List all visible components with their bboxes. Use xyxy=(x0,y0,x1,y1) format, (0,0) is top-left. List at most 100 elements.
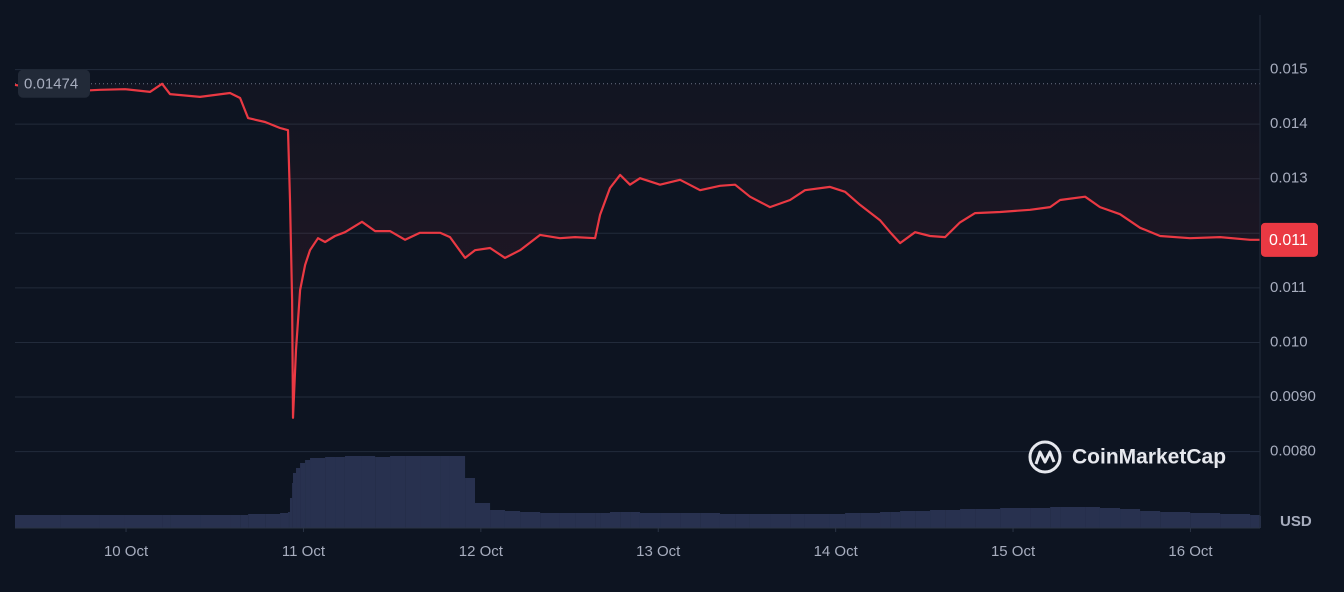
price-line xyxy=(14,82,1260,419)
volume-bar xyxy=(99,515,125,528)
last-badge xyxy=(1261,222,1318,257)
volume-bar xyxy=(860,513,881,528)
volume-bar xyxy=(1160,512,1191,528)
volume-bar xyxy=(1190,513,1221,528)
logo-ring xyxy=(1028,440,1062,474)
volume-bar xyxy=(749,514,771,528)
y-tick-label: 0.014 xyxy=(1270,115,1308,132)
volume-bar xyxy=(660,513,681,528)
x-tick-label: 13 Oct xyxy=(636,543,681,560)
volume-bar xyxy=(1120,509,1141,528)
volume-bar xyxy=(610,512,621,528)
volume-bar xyxy=(1140,511,1161,528)
volume-bar xyxy=(890,512,901,528)
volume-bar xyxy=(335,457,345,528)
volume-bar xyxy=(124,515,151,528)
volume-bar xyxy=(1085,507,1100,528)
volume-bar xyxy=(540,513,560,528)
volume-bar xyxy=(449,456,466,528)
volume-bar xyxy=(265,514,281,528)
x-tick-label: 11 Oct xyxy=(282,543,326,560)
volume-bar xyxy=(292,473,297,528)
price-area xyxy=(15,83,1260,418)
volume-bar xyxy=(804,514,830,528)
y-tick-label: 0.011 xyxy=(1270,279,1306,296)
price xyxy=(14,82,1260,419)
y-tick-label: 0.013 xyxy=(1270,170,1308,187)
x-tick-label: 10 Oct xyxy=(104,543,149,560)
volume-bar xyxy=(559,513,576,528)
annotations: 0.00800.00900.0100.0110.0120.0130.0140.0… xyxy=(18,61,1318,560)
volume-bar xyxy=(248,514,266,528)
volume-bar xyxy=(975,509,1001,528)
volume-bar xyxy=(405,456,421,528)
volume-bar xyxy=(845,513,861,528)
volume-bar xyxy=(292,483,294,528)
volume-bar xyxy=(680,513,701,528)
x-tick-label: 12 Oct xyxy=(459,543,504,560)
volume-bar xyxy=(325,457,336,528)
volume-bar xyxy=(930,510,946,528)
volume-bar xyxy=(288,512,290,528)
watermark-logo: CoinMarketCap xyxy=(1028,440,1226,474)
x-tick-label: 14 Oct xyxy=(814,543,859,560)
volume-bar xyxy=(770,514,791,528)
volume-bar xyxy=(1250,515,1260,528)
volume-bar xyxy=(1050,507,1061,528)
x-tick-label: 15 Oct xyxy=(991,543,1036,560)
x-tick-label: 16 Oct xyxy=(1168,543,1213,560)
volume-bar xyxy=(60,515,100,528)
volume-bar xyxy=(1099,508,1121,528)
volume-bar xyxy=(900,511,916,528)
volume-bar xyxy=(280,513,289,528)
volume-bar xyxy=(15,515,61,528)
volume-bar xyxy=(575,513,596,528)
volume-bar xyxy=(630,512,640,528)
volume-bar xyxy=(162,515,171,528)
volume-bar xyxy=(915,511,931,528)
volume-bar xyxy=(390,456,406,528)
volume-bar xyxy=(1060,507,1086,528)
volume-bar xyxy=(790,514,805,528)
volume-bar xyxy=(300,463,306,528)
volume-bar xyxy=(1220,514,1251,528)
volume-bar xyxy=(305,460,311,528)
volume-bar xyxy=(361,456,376,528)
volume-bar xyxy=(200,515,231,528)
last-label: 0.011 xyxy=(1269,232,1308,249)
y-tick-label: 0.0090 xyxy=(1270,388,1316,405)
volume-bar xyxy=(440,456,450,528)
volume-bar xyxy=(719,514,736,528)
volume-bar xyxy=(289,498,293,528)
volume-bar xyxy=(310,458,319,528)
y-axis-label: USD xyxy=(1280,513,1312,530)
volume-bar xyxy=(520,512,541,528)
volume-bar xyxy=(344,456,362,528)
volume-bar xyxy=(700,513,720,528)
volume-bar xyxy=(639,513,661,528)
y-tick-label: 0.010 xyxy=(1270,333,1308,350)
volume-bar xyxy=(880,512,891,528)
volume-bar xyxy=(735,514,750,528)
volume-bar xyxy=(240,515,249,528)
y-tick-label: 0.0080 xyxy=(1270,443,1316,460)
volume-bar xyxy=(490,510,505,528)
max-label-box xyxy=(18,69,90,98)
volume-bar xyxy=(375,457,391,528)
volume-bar xyxy=(1030,508,1051,528)
volume-bar xyxy=(150,515,163,528)
volume-bar xyxy=(600,513,611,528)
volume-bar xyxy=(318,458,326,528)
volume-bar xyxy=(829,514,846,528)
volume-bar xyxy=(504,511,521,528)
volume xyxy=(15,456,1261,528)
max-label: 0.01474 xyxy=(24,76,78,93)
volume-bar xyxy=(1000,508,1031,528)
watermark: CoinMarketCap xyxy=(1072,446,1226,469)
volume-bar xyxy=(475,503,491,528)
volume-bar xyxy=(296,468,301,528)
volume-bar xyxy=(170,515,201,528)
volume-bar xyxy=(230,515,241,528)
